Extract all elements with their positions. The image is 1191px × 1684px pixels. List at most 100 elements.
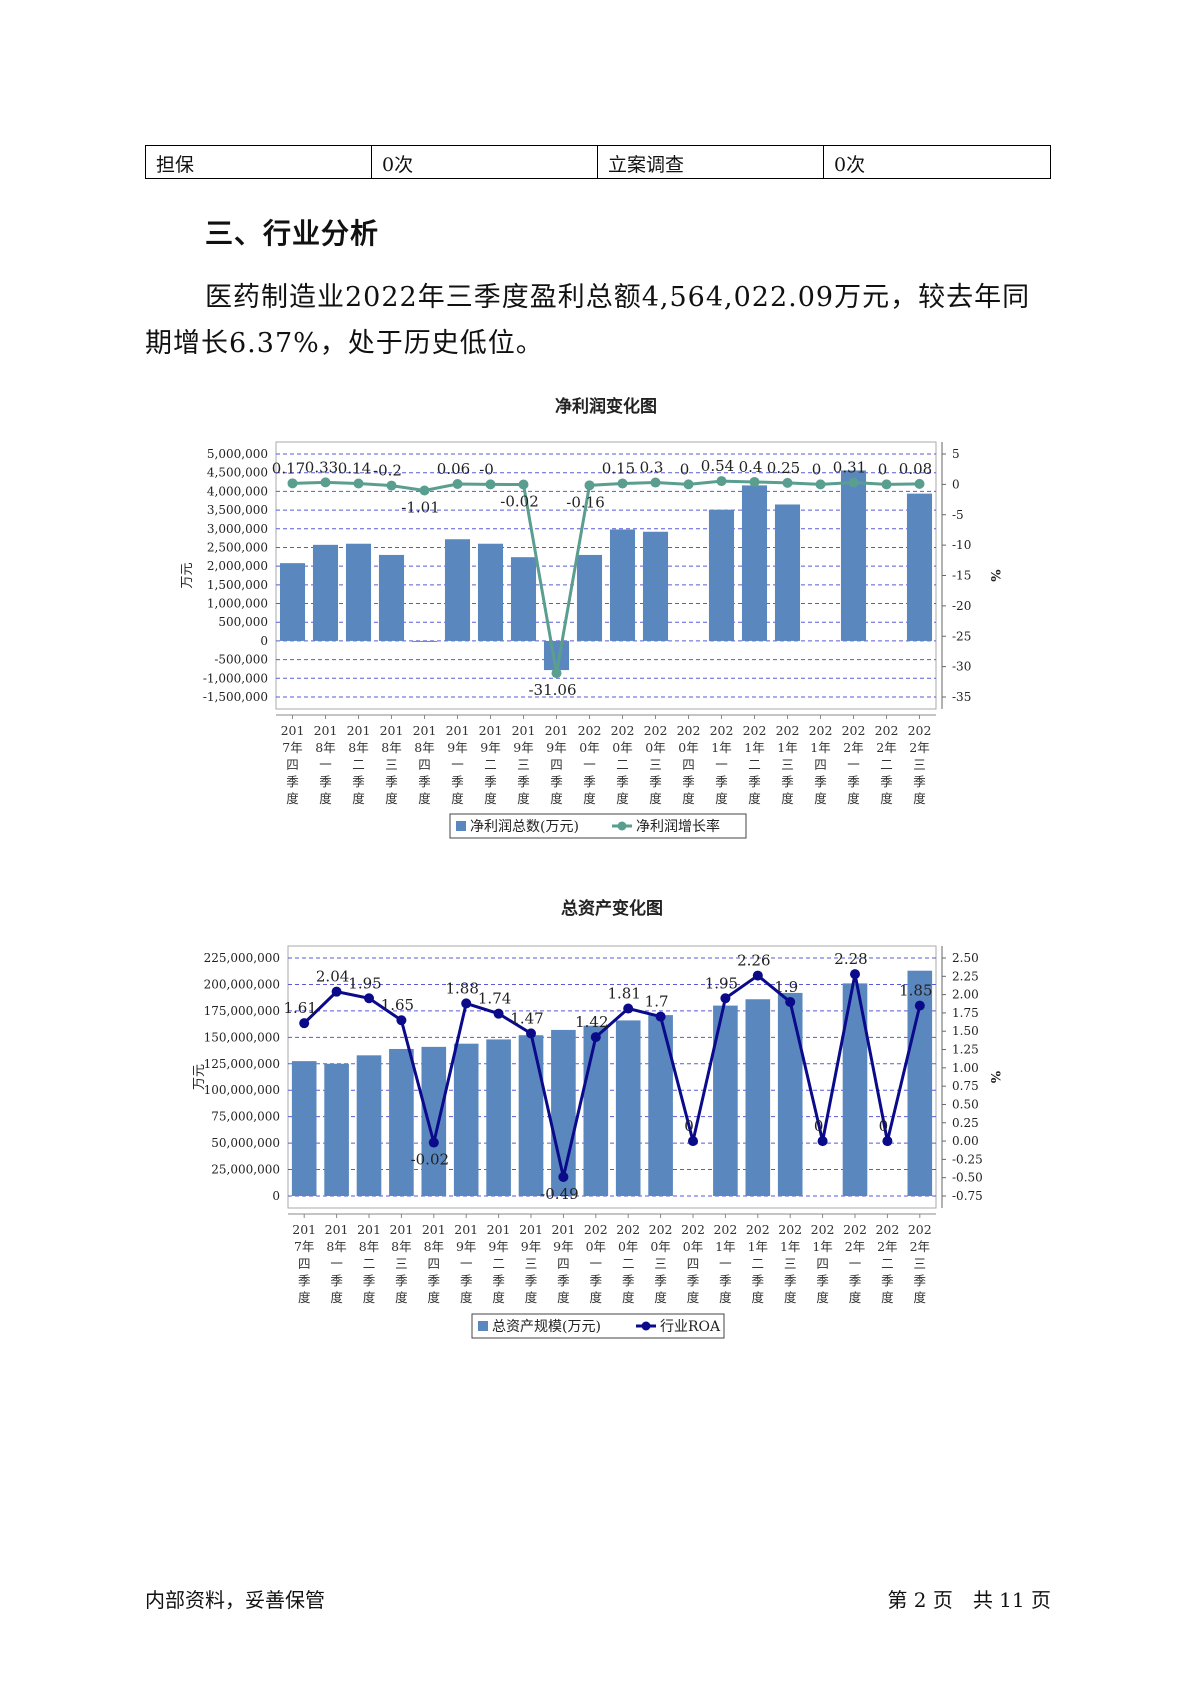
x-tick-label: 三	[781, 757, 794, 772]
point-label: 0	[680, 460, 690, 478]
y-tick-label: 4,500,000	[207, 466, 268, 480]
x-tick-label: 0年	[579, 740, 599, 755]
x-tick-label: 二	[748, 757, 761, 772]
x-tick-label: 季	[814, 774, 827, 789]
x-tick-label: 一	[715, 757, 728, 772]
legend-label: 行业ROA	[660, 1319, 721, 1335]
x-tick-label: 1年	[810, 740, 830, 755]
x-tick-label: 202	[842, 723, 866, 738]
chart-title: 净利润变化图	[555, 396, 657, 417]
x-tick-label: 三	[654, 1256, 667, 1271]
line-point	[881, 479, 892, 490]
bar	[291, 1061, 317, 1196]
line-point	[518, 479, 529, 490]
footer-page-number: 第 2 页 共 11 页	[887, 1588, 1051, 1612]
x-tick-label: 202	[710, 723, 734, 738]
line-point	[452, 479, 463, 490]
x-tick-label: 度	[492, 1290, 505, 1305]
point-label: 1.47	[510, 1009, 543, 1027]
x-tick-label: 202	[681, 1222, 705, 1237]
bar	[510, 557, 537, 641]
point-label: 0.17	[272, 459, 305, 477]
x-tick-label: 2年	[876, 740, 896, 755]
x-tick-label: 季	[418, 774, 431, 789]
y-tick-label: 100,000,000	[204, 1083, 280, 1097]
y-tick-label: 0	[272, 1189, 280, 1203]
x-tick-label: 202	[875, 723, 899, 738]
line-point	[485, 479, 496, 490]
x-tick-label: 8年	[391, 1239, 411, 1254]
x-tick-label: 9年	[546, 740, 566, 755]
point-label: 1.61	[283, 999, 316, 1017]
y2-tick-label: -0.50	[952, 1171, 983, 1185]
y-axis-label: 万元	[192, 1064, 207, 1090]
x-tick-label: 1年	[715, 1239, 735, 1254]
x-tick-label: 201	[413, 723, 437, 738]
line-point	[320, 477, 331, 488]
x-tick-label: 季	[715, 774, 728, 789]
y-tick-label: 125,000,000	[204, 1057, 280, 1071]
point-label: 0.14	[338, 460, 371, 478]
x-tick-label: 度	[816, 1290, 829, 1305]
bar	[583, 1025, 609, 1196]
y2-tick-label: 2.50	[952, 951, 979, 965]
x-tick-label: 季	[881, 1273, 894, 1288]
chart-title: 总资产变化图	[561, 898, 663, 919]
x-tick-label: 度	[460, 1290, 473, 1305]
bar	[741, 485, 768, 641]
bar	[609, 529, 636, 641]
x-tick-label: 7年	[294, 1239, 314, 1254]
y-tick-label: 3,000,000	[207, 522, 268, 536]
y-tick-label: 175,000,000	[204, 1004, 280, 1018]
y2-tick-label: -20	[952, 599, 971, 613]
y2-tick-label: -30	[952, 660, 971, 674]
x-tick-label: 季	[460, 1273, 473, 1288]
x-tick-label: 9年	[488, 1239, 508, 1254]
line-point	[914, 1000, 925, 1011]
legend-label: 总资产规模(万元)	[492, 1319, 601, 1335]
line-point	[558, 1171, 569, 1182]
line-point	[364, 993, 374, 1004]
legend-label: 净利润增长率	[636, 818, 720, 835]
y2-tick-label: -0.25	[952, 1152, 983, 1166]
x-tick-label: 三	[517, 757, 530, 772]
bar	[648, 1015, 673, 1196]
point-label: -0	[479, 460, 494, 478]
line-point	[584, 480, 595, 491]
x-tick-label: 1年	[748, 1239, 768, 1254]
x-tick-label: 二	[752, 1256, 765, 1271]
x-tick-label: 度	[428, 1290, 441, 1305]
x-tick-label: 度	[649, 791, 662, 806]
x-tick-label: 度	[451, 791, 464, 806]
line-point	[817, 1136, 828, 1147]
x-tick-label: 三	[649, 757, 662, 772]
x-tick-label: 1年	[780, 1239, 800, 1254]
x-tick-label: 三	[395, 1256, 408, 1271]
x-tick-label: 度	[748, 791, 761, 806]
bar	[840, 470, 867, 641]
point-label: 0.06	[437, 460, 470, 478]
point-label: 2.28	[834, 950, 867, 968]
x-tick-label: 二	[622, 1256, 635, 1271]
table-cell: 0次	[371, 145, 598, 179]
line-series	[292, 479, 920, 674]
point-label: 1.95	[705, 974, 738, 992]
x-tick-label: 度	[682, 791, 695, 806]
x-tick-label: 202	[743, 723, 767, 738]
x-tick-label: 2年	[877, 1239, 897, 1254]
bar	[477, 543, 504, 641]
x-tick-label: 1年	[744, 740, 764, 755]
point-label: 0.31	[833, 458, 866, 476]
x-tick-label: 201	[314, 723, 338, 738]
x-tick-label: 201	[281, 723, 305, 738]
x-tick-label: 季	[849, 1273, 862, 1288]
y-tick-label: 2,500,000	[207, 540, 268, 554]
x-tick-label: 二	[352, 757, 365, 772]
x-tick-label: 季	[682, 774, 695, 789]
point-label: 2.04	[316, 968, 349, 986]
x-tick-label: 季	[914, 1273, 927, 1288]
y2-tick-label: 1.25	[952, 1043, 979, 1057]
x-tick-label: 季	[363, 1273, 376, 1288]
y2-tick-label: -25	[952, 629, 971, 643]
y2-tick-label: 0.25	[952, 1116, 979, 1130]
